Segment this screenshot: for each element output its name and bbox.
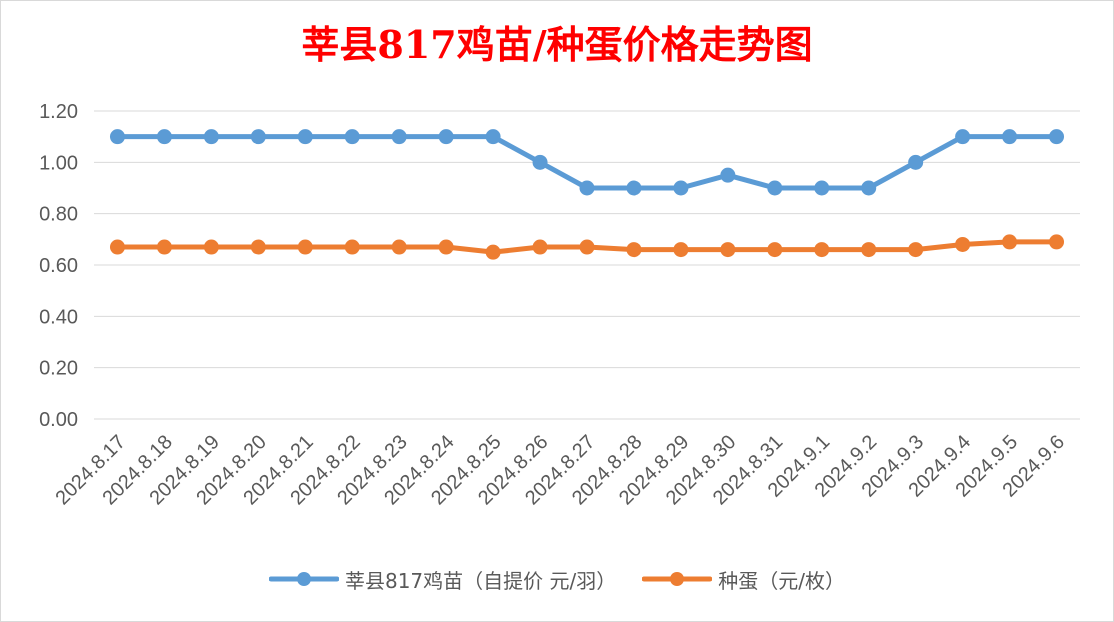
series-0 [109,129,1065,196]
data-point [297,129,313,145]
data-point [955,129,971,145]
chart-title: 莘县817鸡苗/种蛋价格走势图 [301,22,813,67]
data-point [814,180,830,196]
data-point [1002,234,1018,250]
data-point [673,242,689,258]
data-point [109,129,125,145]
data-point [438,239,454,255]
legend-swatch-egg [642,572,713,586]
data-point [438,129,454,145]
data-point [485,129,501,145]
data-point [1049,234,1065,250]
y-axis-ticks: 0.00 0.20 0.40 0.60 0.80 1.00 1.20 [39,101,78,431]
data-point [626,242,642,258]
y-tick-label: 0.00 [39,409,78,431]
data-point [626,180,642,196]
data-point [814,242,830,258]
data-point [908,242,924,258]
data-point [532,239,548,255]
y-tick-label: 0.40 [39,306,78,328]
data-point [485,244,501,260]
series-1 [109,234,1065,260]
data-point [579,239,595,255]
data-point [391,129,407,145]
gridlines [94,110,1080,420]
legend-item-chick: 莘县817鸡苗（自提价 元/羽） [268,565,617,594]
legend-label-chick: 莘县817鸡苗（自提价 元/羽） [344,568,617,593]
legend-label-egg: 种蛋（元/枚） [718,568,846,593]
data-point [720,242,736,258]
data-point [908,154,924,170]
data-point [720,167,736,183]
data-point [344,129,360,145]
line-chart: 0.00 0.20 0.40 0.60 0.80 1.00 1.20 2024.8.1720… [39,101,1080,509]
y-tick-label: 1.00 [39,152,78,174]
x-axis-ticks: 2024.8.172024.8.182024.8.192024.8.202024… [52,431,1070,509]
data-point [955,236,971,252]
data-point [391,239,407,255]
data-point [767,180,783,196]
y-tick-label: 1.20 [39,101,78,123]
data-point [203,129,219,145]
data-point [203,239,219,255]
data-point [861,242,877,258]
data-point [250,129,266,145]
data-point [109,239,125,255]
data-point [673,180,689,196]
data-point [767,242,783,258]
legend: 莘县817鸡苗（自提价 元/羽） 种蛋（元/枚） [0,562,1114,596]
data-point [156,129,172,145]
data-point [297,239,313,255]
data-point [579,180,595,196]
series-layer [109,129,1065,260]
y-tick-label: 0.60 [39,255,78,277]
data-point [532,154,548,170]
data-point [1002,129,1018,145]
y-tick-label: 0.20 [39,358,78,380]
data-point [1049,129,1065,145]
data-point [344,239,360,255]
legend-item-egg: 种蛋（元/枚） [642,565,845,594]
y-tick-label: 0.80 [39,204,78,226]
data-point [156,239,172,255]
legend-swatch-chick [268,572,339,586]
data-point [250,239,266,255]
data-point [861,180,877,196]
